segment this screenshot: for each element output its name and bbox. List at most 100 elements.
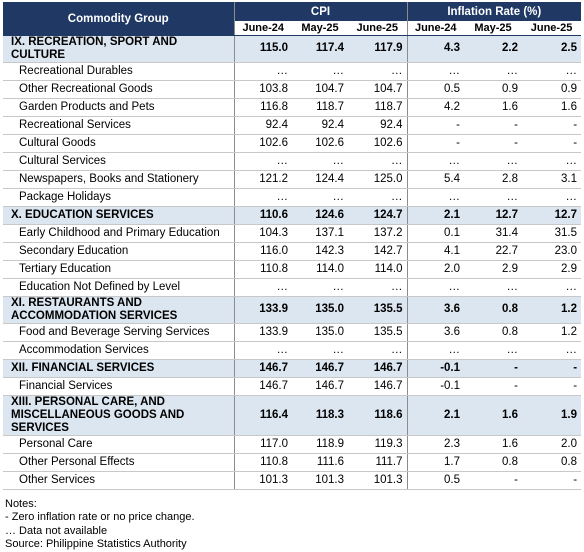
- item-row: Package Holidays………………: [3, 188, 582, 207]
- cell-value: …: [522, 188, 582, 207]
- cell-value: 1.2: [522, 296, 582, 324]
- cell-value: 118.6: [348, 395, 408, 436]
- cell-value: 2.9: [464, 260, 523, 279]
- cell-value: 0.9: [522, 80, 582, 99]
- row-label: Early Childhood and Primary Education: [3, 224, 234, 243]
- cell-value: 101.3: [292, 471, 348, 490]
- cell-value: 135.0: [292, 296, 348, 324]
- cell-value: 2.2: [464, 35, 523, 63]
- cpi-header: CPI: [233, 2, 408, 21]
- period-header: June-25: [348, 21, 408, 36]
- cell-value: 4.3: [406, 35, 465, 63]
- notes: Notes: - Zero inflation rate or no price…: [3, 498, 581, 552]
- period-header: June-24: [406, 21, 465, 36]
- cell-value: 133.9: [233, 296, 292, 324]
- cell-value: 1.2: [522, 323, 582, 342]
- cell-value: 2.5: [522, 35, 582, 63]
- cell-value: …: [406, 152, 465, 171]
- cell-value: -: [522, 377, 582, 396]
- cell-value: 146.7: [292, 359, 348, 378]
- cell-value: 119.3: [348, 435, 408, 454]
- cell-value: 146.7: [292, 377, 348, 396]
- item-row: Cultural Goods 102.6 102.6 102.6- - -: [3, 134, 582, 153]
- cell-value: 3.6: [406, 323, 465, 342]
- cell-value: 0.9: [464, 80, 523, 99]
- notes-title: Notes:: [5, 497, 37, 510]
- item-row: Tertiary Education 110.8 114.0 114.0 2.0 2.9 2…: [3, 260, 582, 279]
- item-row: Recreational Services 92.4 92.4 92.4- - -: [3, 116, 582, 135]
- note-line: … Data not available: [5, 524, 108, 537]
- cell-value: 22.7: [464, 242, 523, 261]
- period-header: May-25: [292, 21, 348, 36]
- cell-value: 92.4: [292, 116, 348, 135]
- cell-value: 110.8: [233, 260, 292, 279]
- cell-value: 92.4: [348, 116, 408, 135]
- cell-value: -: [464, 134, 523, 153]
- cell-value: -: [406, 134, 465, 153]
- cell-value: …: [348, 341, 408, 360]
- cell-value: …: [348, 278, 408, 297]
- cell-value: 146.7: [233, 359, 292, 378]
- cell-value: 146.7: [348, 359, 408, 378]
- row-label: Other Personal Effects: [3, 453, 234, 472]
- cell-value: 0.8: [464, 453, 523, 472]
- cell-value: …: [522, 278, 582, 297]
- cell-value: …: [464, 152, 523, 171]
- item-row: Accommodation Services………………: [3, 341, 582, 360]
- cell-value: 101.3: [348, 471, 408, 490]
- row-label: Secondary Education: [3, 242, 234, 261]
- row-label: Recreational Services: [3, 116, 234, 135]
- cell-value: 114.0: [348, 260, 408, 279]
- item-row: Other Personal Effects 110.8 111.6 111.7 1.7…: [3, 453, 582, 472]
- cell-value: 3.1: [522, 170, 582, 189]
- inflation-header: Inflation Rate (%): [406, 2, 582, 21]
- cell-value: …: [464, 188, 523, 207]
- cell-value: 135.0: [292, 323, 348, 342]
- row-label: Tertiary Education: [3, 260, 234, 279]
- cell-value: 146.7: [348, 377, 408, 396]
- cell-value: 118.7: [348, 98, 408, 117]
- row-label: Cultural Services: [3, 152, 234, 171]
- section-row: XIII. PERSONAL CARE, AND MISCELLANEOUS G…: [3, 395, 582, 436]
- cell-value: -: [464, 116, 523, 135]
- cell-value: 3.6: [406, 296, 465, 324]
- cell-value: -: [464, 471, 523, 490]
- cell-value: 1.6: [522, 98, 582, 117]
- cell-value: 2.1: [406, 395, 465, 436]
- section-row: XI. RESTAURANTS AND ACCOMMODATION SERVIC…: [3, 296, 582, 324]
- cell-value: …: [522, 341, 582, 360]
- item-row: Secondary Education 116.0 142.3 142.7 4.1 22.…: [3, 242, 582, 261]
- item-row: Personal Care 117.0 118.9 119.3 2.3 1.6 2.0: [3, 435, 582, 454]
- cell-value: 4.2: [406, 98, 465, 117]
- cell-value: -: [464, 377, 523, 396]
- item-row: Early Childhood and Primary Education 104…: [3, 224, 582, 243]
- item-row: Garden Products and Pets 116.8 118.7 118.7 4…: [3, 98, 582, 117]
- cell-value: 1.7: [406, 453, 465, 472]
- row-label: Other Recreational Goods: [3, 80, 234, 99]
- cell-value: 2.0: [522, 435, 582, 454]
- cell-value: 116.8: [233, 98, 292, 117]
- section-row: X. EDUCATION SERVICES 110.6 124.6 124.7 2.1 1…: [3, 206, 582, 225]
- cell-value: 116.0: [233, 242, 292, 261]
- period-row: June-24 May-25 June-25 June-24 May-25 June-25: [3, 21, 582, 36]
- table-wrap: Commodity Group CPI Inflation Rate (%) J…: [3, 2, 582, 552]
- cell-value: 1.9: [522, 395, 582, 436]
- cell-value: 102.6: [348, 134, 408, 153]
- cell-value: …: [292, 341, 348, 360]
- item-row: Education Not Defined by Level………………: [3, 278, 582, 297]
- row-label: Food and Beverage Serving Services: [3, 323, 234, 342]
- cell-value: …: [233, 341, 292, 360]
- period-header: June-24: [233, 21, 292, 36]
- item-row: Food and Beverage Serving Services 133.9 1…: [3, 323, 582, 342]
- table-header: Commodity Group CPI Inflation Rate (%) J…: [3, 2, 582, 36]
- row-label: Garden Products and Pets: [3, 98, 234, 117]
- cell-value: 5.4: [406, 170, 465, 189]
- cell-value: …: [233, 188, 292, 207]
- cell-value: 2.8: [464, 170, 523, 189]
- cell-value: 23.0: [522, 242, 582, 261]
- cell-value: -0.1: [406, 377, 465, 396]
- cell-value: …: [233, 278, 292, 297]
- cell-value: 121.2: [233, 170, 292, 189]
- cell-value: 114.0: [292, 260, 348, 279]
- cell-value: 102.6: [233, 134, 292, 153]
